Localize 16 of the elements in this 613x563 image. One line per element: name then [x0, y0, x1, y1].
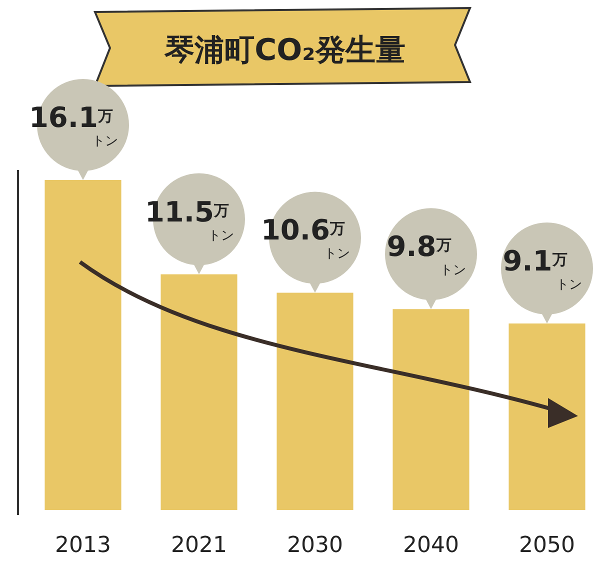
- bar: [276, 292, 354, 510]
- x-tick-label: 2021: [171, 533, 227, 558]
- x-tick-label: 2030: [287, 533, 343, 558]
- x-tick-label: 2040: [403, 533, 459, 558]
- x-tick-label: 2013: [55, 533, 111, 558]
- data-label: 10.6$^{万}$トン: [260, 214, 350, 262]
- bar: [508, 323, 586, 510]
- bar: [44, 180, 122, 510]
- bar: [160, 274, 238, 510]
- bar: [392, 309, 470, 510]
- data-label: 9.1$^{万}$トン: [502, 244, 582, 292]
- data-label: 16.1$^{万}$トン: [28, 101, 118, 149]
- data-label: 11.5$^{万}$トン: [144, 195, 234, 244]
- data-label: 9.8$^{万}$トン: [386, 230, 466, 278]
- chart-title: 琴浦町CO₂発生量: [164, 33, 406, 68]
- x-tick-label: 2050: [519, 533, 575, 558]
